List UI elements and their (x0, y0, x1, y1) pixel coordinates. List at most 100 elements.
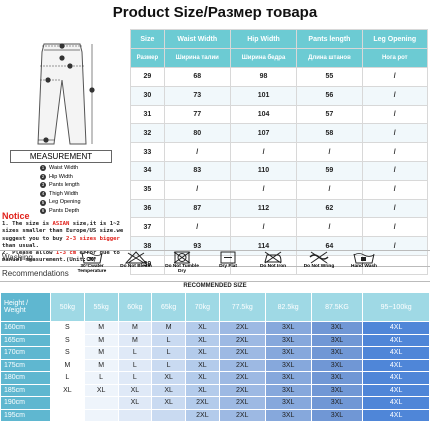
table-cell: 55 (296, 67, 363, 87)
table-cell: / (229, 217, 298, 238)
no-bleach-icon (125, 251, 147, 264)
weight-header-cell: 55kg (83, 292, 119, 322)
legend-item: 3 Pants length (40, 182, 80, 189)
divider (0, 266, 430, 267)
size-cell: M (83, 358, 119, 372)
size-cell (50, 396, 85, 410)
header-cell: Ширина талии (163, 48, 231, 68)
number-icon: 1 (40, 165, 46, 172)
size-cell: 2XL (218, 346, 266, 360)
table-row: 31 77 104 57/ (130, 104, 429, 125)
table-cell: 32 (130, 123, 165, 144)
weight-header-cell: 65kg (151, 292, 186, 322)
table-cell: 31 (130, 104, 165, 125)
table-cell: / (361, 104, 429, 125)
table-cell: / (361, 67, 429, 87)
header-cell: Pants length (296, 29, 363, 49)
table-cell: 73 (163, 85, 231, 106)
table-cell: / (229, 142, 298, 162)
table-cell: / (361, 142, 429, 162)
table-header-row-ru: Размер Ширина талии Ширина бедра Длина ш… (130, 48, 429, 68)
size-cell: 2XL (218, 408, 266, 422)
size-cell: 3XL (310, 321, 364, 335)
size-cell: XL (151, 396, 186, 410)
weight-header-cell: 70kg (185, 292, 220, 322)
size-cell: 3XL (310, 333, 364, 347)
table-row: 35// / / (130, 179, 429, 200)
header-cell: Размер (130, 48, 165, 68)
height-cell: 165cm (0, 333, 51, 347)
table-row: 39 (130, 254, 429, 275)
page-title: Product Size/Размер товара (112, 4, 318, 21)
table-cell (361, 254, 429, 275)
table-header-row: Height / Weight 50kg 55kg 60kg 65kg 70kg 77.5… (0, 292, 430, 322)
table-cell: 87 (163, 198, 231, 219)
size-cell: 3XL (264, 346, 312, 360)
recommended-size-title: RECOMMENDED SIZE (183, 283, 247, 289)
table-row: 29 68 98 55/ (130, 67, 429, 87)
table-cell: / (163, 179, 231, 200)
size-cell: S (50, 346, 85, 360)
table-cell: / (361, 217, 429, 238)
table-cell: / (361, 160, 429, 181)
corner-cell: Height / Weight (0, 292, 51, 322)
size-cell: 2XL (218, 333, 266, 347)
care-no-iron: Do Not Iron (253, 251, 293, 269)
height-cell: 180cm (0, 371, 51, 385)
size-cell: 2XL (218, 358, 266, 372)
height-cell: 170cm (0, 346, 51, 360)
size-cell: 2XL (185, 396, 220, 410)
legend-item: 6 Pants Depth (40, 207, 80, 215)
table-cell: / (296, 142, 363, 162)
table-row: 32 80 107 58/ (130, 123, 429, 144)
table-cell: 83 (163, 160, 231, 181)
care-dry-flat: Dry Flat (208, 251, 248, 269)
table-cell: 77 (163, 104, 231, 125)
table-row: 33// / / (130, 142, 429, 162)
washing-label: Washing (2, 253, 33, 262)
size-cell: XL (151, 371, 186, 385)
pants-diagram-icon (37, 43, 95, 145)
table-cell: 34 (130, 160, 165, 181)
size-cell: XL (117, 383, 153, 397)
recommended-size-table: Height / Weight 50kg 55kg 60kg 65kg 70kg 77.5… (0, 292, 430, 422)
measurement-title: MEASUREMENT (10, 150, 112, 163)
care-label: Do Not Wring (303, 264, 335, 269)
table-cell: 30 (130, 85, 165, 106)
table-cell: 57 (296, 104, 363, 125)
number-icon: 5 (40, 199, 46, 206)
size-cell: L (151, 358, 186, 372)
care-label: Do Not Iron (259, 264, 287, 269)
weight-header-cell: 60kg (117, 292, 153, 322)
size-cell: 3XL (310, 346, 364, 360)
size-cell: 3XL (310, 371, 364, 385)
size-cell (151, 408, 186, 422)
table-cell: 112 (229, 198, 298, 219)
size-cell: L (50, 371, 85, 385)
size-cell (117, 408, 153, 422)
table-cell: 58 (296, 123, 363, 144)
size-cell: 4XL (362, 371, 430, 385)
size-cell: M (83, 346, 119, 360)
header-cell: Длина штанов (296, 48, 363, 68)
size-cell: S (50, 321, 85, 335)
svg-text:30°: 30° (88, 257, 96, 263)
no-iron-icon (264, 251, 282, 264)
size-cell: 3XL (264, 321, 312, 335)
table-row: 37// / / (130, 217, 429, 238)
header-cell: Ширина бедра (229, 48, 298, 68)
size-cell: XL (151, 383, 186, 397)
header-cell: Leg Opening (361, 29, 429, 49)
size-cell: XL (185, 371, 220, 385)
size-cell: XL (185, 321, 220, 335)
table-row: 160cm S M M M XL 2XL 3XL 3XL 4XL (0, 321, 430, 335)
size-cell: M (83, 333, 119, 347)
care-label: 30°Cwater Temperature (77, 264, 107, 274)
table-row: 180cm L L L XL XL 2XL 3XL 3XL 4XL (0, 371, 430, 385)
size-cell: 2XL (218, 396, 266, 410)
table-cell: / (361, 85, 429, 106)
table-cell: 80 (163, 123, 231, 144)
table-cell: 29 (130, 67, 165, 87)
size-cell: 4XL (362, 383, 430, 397)
